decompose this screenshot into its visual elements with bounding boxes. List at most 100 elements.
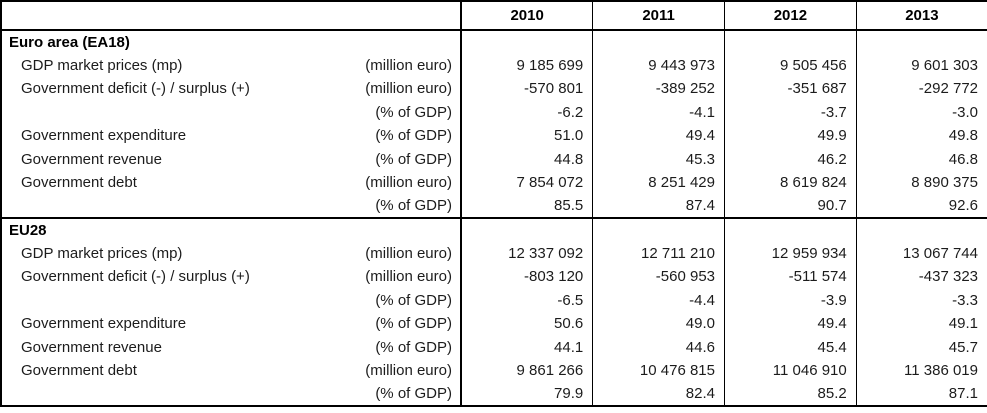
value-cell: 79.9 [460,382,593,406]
table-row: (% of GDP) 79.9 82.4 85.2 87.1 [1,382,987,407]
row-label-cell: GDP market prices (mp) (million euro) [1,242,461,266]
row-label-cell: (% of GDP) [1,289,461,313]
empty-value-cell [724,29,857,54]
row-label-cell: (% of GDP) [1,101,461,125]
empty-value-cell [592,29,725,54]
value-cell: 8 251 429 [592,171,725,195]
row-unit: (million euro) [365,80,452,98]
value-cell: 45.4 [724,335,857,359]
value-cell: -437 323 [855,265,987,289]
value-cell: 11 386 019 [855,359,987,383]
table-row: Government deficit (-) / surplus (+) (mil… [1,265,987,289]
table-row: (% of GDP) -6.5 -4.4 -3.9 -3.3 [1,288,987,313]
row-unit: (million euro) [365,244,452,262]
row-label: Government debt [21,362,137,380]
row-unit: (million euro) [365,56,452,74]
value-cell: -560 953 [592,265,725,289]
value-cell: -511 574 [724,265,857,289]
value-cell: 9 505 456 [724,53,857,77]
table-row: GDP market prices (mp) (million euro) 12 3… [1,241,987,266]
row-label: GDP market prices (mp) [21,244,183,262]
value-cell: 82.4 [592,382,725,406]
row-label-cell: Government revenue (% of GDP) [1,148,461,172]
value-cell: -803 120 [460,265,593,289]
row-label: Government expenditure [21,315,187,333]
value-cell: 49.8 [855,124,987,148]
year-header-row: 2010 2011 2012 2013 [1,1,987,31]
value-cell: -6.2 [460,100,593,124]
row-unit: (million euro) [365,268,452,286]
row-label-cell: Government revenue (% of GDP) [1,336,461,360]
value-cell: 12 337 092 [460,241,593,265]
table-row: Government expenditure (% of GDP) 50.6 49.0… [1,312,987,336]
row-unit: (% of GDP) [375,197,452,215]
year-column-header: 2011 [592,1,725,31]
row-label-cell: Government deficit (-) / surplus (+) (mil… [1,77,461,101]
value-cell: 49.4 [592,124,725,148]
row-label: Government deficit (-) / surplus (+) [21,80,250,98]
row-label: GDP market prices (mp) [21,56,183,74]
section-header-row: EU28 [1,217,987,242]
value-cell: -6.5 [460,288,593,312]
row-label-cell: Government expenditure (% of GDP) [1,312,461,336]
row-label: Government revenue [21,338,162,356]
empty-value-cell [460,217,593,242]
value-cell: 9 185 699 [460,53,593,77]
row-label-cell: Government expenditure (% of GDP) [1,124,461,148]
row-label: Government deficit (-) / surplus (+) [21,268,250,286]
table-row: Government debt (million euro) 7 854 072 8 … [1,171,987,195]
value-cell: 44.6 [592,335,725,359]
row-unit: (% of GDP) [375,150,452,168]
value-cell: 87.4 [592,194,725,218]
row-unit: (million euro) [365,362,452,380]
table-row: Government revenue (% of GDP) 44.1 44.6 45.4… [1,335,987,360]
value-cell: 45.7 [855,335,987,359]
value-cell: 12 959 934 [724,241,857,265]
row-unit: (% of GDP) [375,103,452,121]
value-cell: 44.1 [460,335,593,359]
value-cell: 8 619 824 [724,171,857,195]
value-cell: 51.0 [460,124,593,148]
empty-value-cell [855,217,987,242]
row-label-cell: GDP market prices (mp) (million euro) [1,54,461,78]
row-label-cell: (% of GDP) [1,383,461,407]
value-cell: -4.4 [592,288,725,312]
section-title: EU28 [1,217,461,242]
value-cell: 49.4 [724,312,857,336]
value-cell: -3.9 [724,288,857,312]
value-cell: -3.3 [855,288,987,312]
table-row: Government revenue (% of GDP) 44.8 45.3 46.2… [1,147,987,172]
value-cell: 44.8 [460,147,593,171]
empty-value-cell [724,217,857,242]
row-unit: (% of GDP) [375,385,452,403]
row-label-cell: (% of GDP) [1,195,461,219]
value-cell: 50.6 [460,312,593,336]
value-cell: 9 861 266 [460,359,593,383]
value-cell: 49.0 [592,312,725,336]
row-unit: (million euro) [365,174,452,192]
value-cell: 10 476 815 [592,359,725,383]
value-cell: -389 252 [592,77,725,101]
empty-value-cell [855,29,987,54]
row-label-cell: Government debt (million euro) [1,171,461,195]
value-cell: 9 601 303 [855,53,987,77]
value-cell: -292 772 [855,77,987,101]
table-row: Government deficit (-) / surplus (+) (mil… [1,77,987,101]
row-label-cell: Government deficit (-) / surplus (+) (mil… [1,265,461,289]
value-cell: 49.9 [724,124,857,148]
value-cell: 45.3 [592,147,725,171]
table-row: (% of GDP) 85.5 87.4 90.7 92.6 [1,194,987,219]
table-row: Government expenditure (% of GDP) 51.0 49.4… [1,124,987,148]
value-cell: 11 046 910 [724,359,857,383]
value-cell: 9 443 973 [592,53,725,77]
value-cell: 12 711 210 [592,241,725,265]
value-cell: -351 687 [724,77,857,101]
value-cell: 7 854 072 [460,171,593,195]
value-cell: 87.1 [855,382,987,406]
row-unit: (% of GDP) [375,315,452,333]
value-cell: -3.0 [855,100,987,124]
empty-value-cell [460,29,593,54]
table-row: Government debt (million euro) 9 861 266 10… [1,359,987,383]
table-row: GDP market prices (mp) (million euro) 9 18… [1,53,987,78]
